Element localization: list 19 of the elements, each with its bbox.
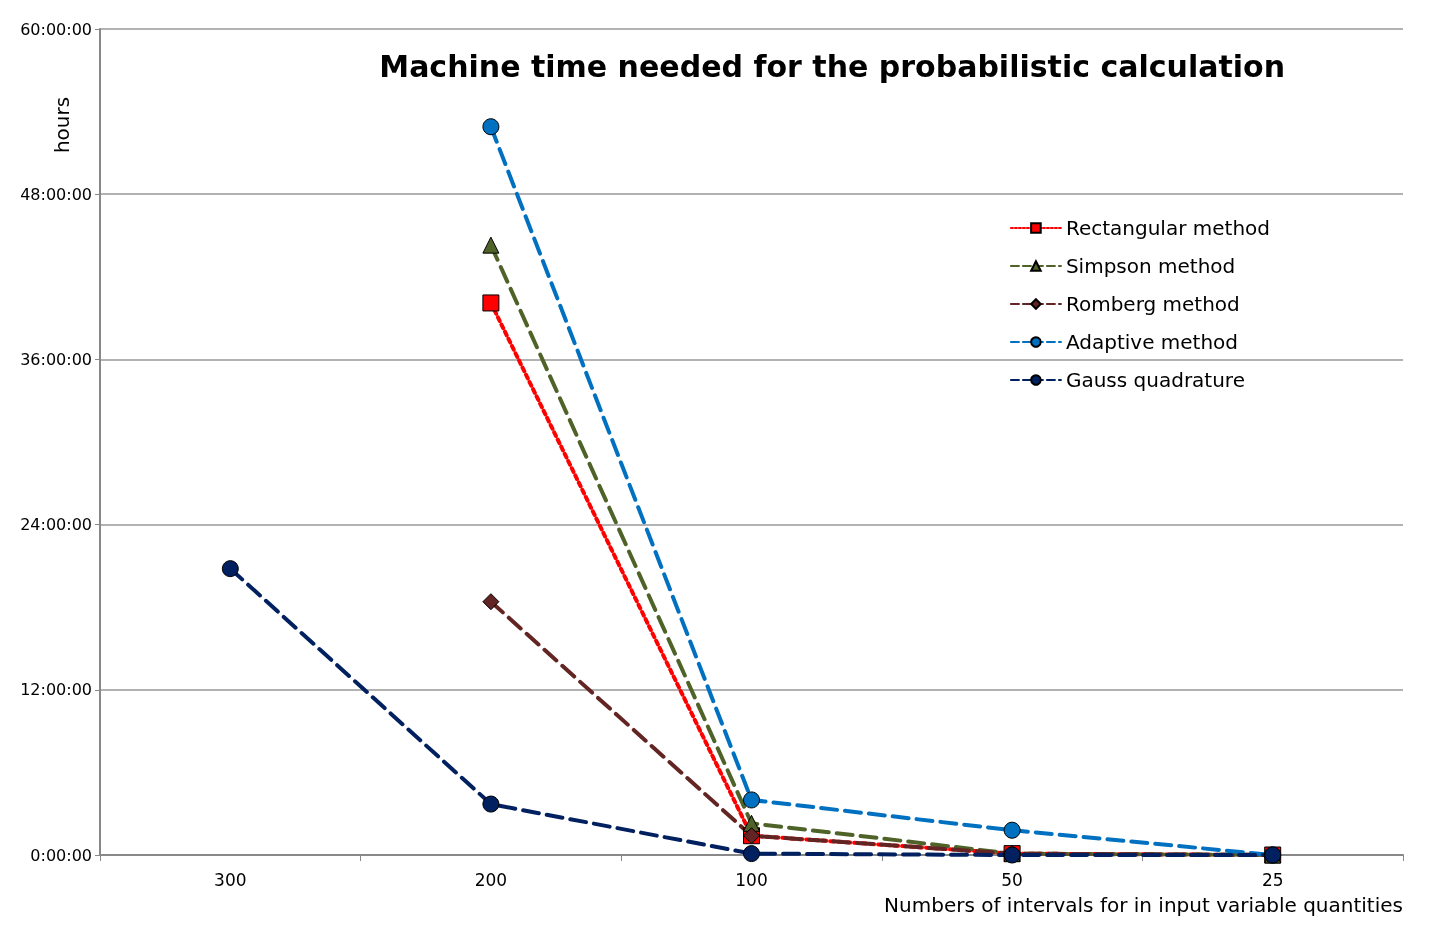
y-axis-title: hours	[50, 96, 74, 154]
legend-label: Adaptive method	[1065, 330, 1239, 354]
y-tick-label: 24:00:00	[20, 515, 92, 535]
x-tick-label: 50	[1001, 869, 1023, 890]
y-tick-label: 0:00:00	[30, 845, 92, 865]
x-tick-label: 300	[214, 869, 247, 890]
y-tick-label: 48:00:00	[20, 184, 92, 204]
legend-label: Simpson method	[1065, 254, 1236, 278]
legend-label: Rectangular method	[1065, 216, 1271, 240]
x-axis-title: Numbers of intervals for in input variable quantities	[884, 893, 1403, 917]
legend-label: Gauss quadrature	[1065, 368, 1245, 392]
x-tick-label: 25	[1261, 869, 1284, 890]
x-tick-label: 100	[735, 869, 768, 890]
text: Machine time needed for the probabilistic calculation	[379, 48, 1286, 84]
legend-label: Romberg method	[1065, 292, 1240, 316]
x-tick-label: 200	[474, 869, 508, 890]
y-tick-label: 60:00:00	[20, 19, 92, 39]
y-tick-label: 12:00:00	[20, 680, 92, 700]
y-tick-label: 36:00:00	[20, 349, 92, 369]
